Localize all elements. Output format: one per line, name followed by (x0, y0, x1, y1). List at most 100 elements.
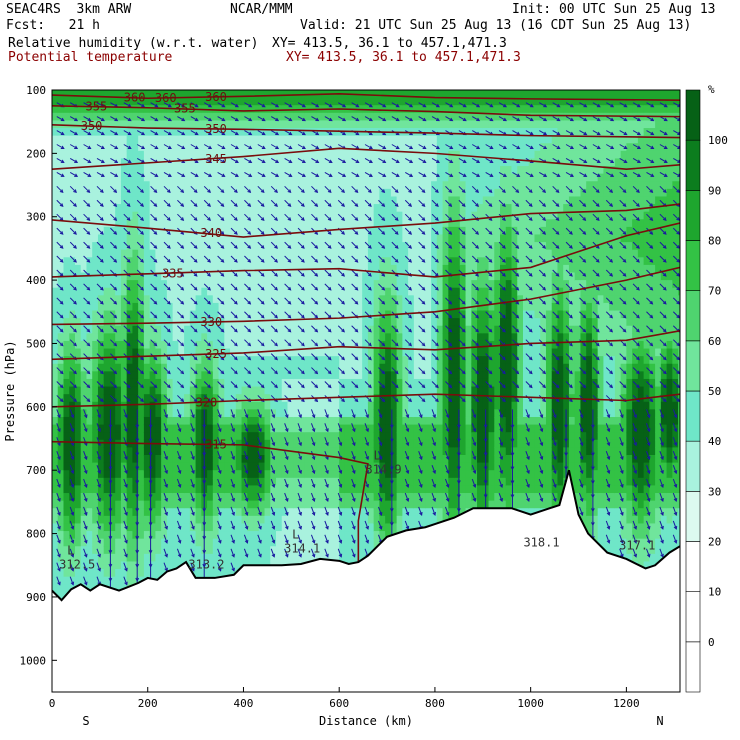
rh-cell (195, 409, 202, 418)
rh-cell (235, 432, 243, 441)
rh-cell (465, 158, 472, 167)
rh-cell (253, 340, 260, 350)
rh-cell (321, 553, 329, 563)
rh-cell (80, 500, 88, 509)
rh-cell (385, 97, 392, 106)
rh-cell (247, 272, 254, 281)
rh-cell (362, 500, 369, 509)
rh-cell (333, 257, 340, 266)
rh-cell (454, 318, 461, 327)
rh-cell (63, 249, 70, 258)
rh-cell (172, 242, 179, 251)
rh-cell (247, 356, 254, 365)
rh-cell (316, 363, 323, 372)
rh-cell (247, 196, 254, 205)
rh-cell (413, 90, 421, 99)
rh-cell (86, 508, 93, 517)
rh-cell (264, 462, 271, 471)
rh-cell (235, 531, 243, 540)
rh-cell (126, 105, 134, 114)
rh-cell (287, 310, 294, 319)
rh-cell (212, 97, 220, 106)
rh-cell (333, 546, 340, 555)
rh-cell (367, 515, 375, 525)
rh-cell (287, 302, 294, 312)
rh-cell (57, 363, 65, 372)
rh-cell (52, 105, 59, 114)
rh-cell (298, 234, 306, 243)
rh-cell (189, 90, 197, 99)
rh-cell (52, 188, 59, 198)
rh-cell (92, 508, 99, 517)
rh-cell (356, 378, 363, 388)
rh-cell (408, 462, 415, 471)
rh-cell (253, 173, 260, 182)
rh-cell (224, 340, 231, 350)
rh-cell (235, 561, 243, 570)
rh-cell (52, 302, 59, 312)
rh-cell (224, 394, 231, 403)
rh-cell (184, 333, 191, 342)
rh-cell (310, 371, 317, 380)
rh-cell (402, 173, 409, 182)
rh-cell (63, 150, 70, 160)
rh-cell (161, 135, 168, 144)
rh-cell (92, 356, 99, 365)
rh-cell (195, 120, 202, 129)
rh-cell (178, 508, 185, 517)
rh-cell (344, 325, 352, 334)
rh-cell (500, 90, 507, 99)
rh-cell (339, 356, 346, 365)
rh-cell (293, 386, 300, 395)
rh-cell (344, 188, 352, 198)
rh-cell (408, 135, 415, 144)
rh-cell (184, 500, 191, 509)
rh-cell (304, 424, 312, 433)
rh-cell (287, 97, 294, 106)
rh-cell (419, 302, 426, 312)
rh-cell (241, 378, 248, 388)
rh-cell (195, 204, 202, 213)
rh-cell (316, 143, 323, 152)
rh-cell (253, 493, 260, 502)
rh-cell (327, 538, 335, 547)
rh-cell (442, 158, 449, 167)
rh-cell (356, 485, 363, 494)
rh-cell (304, 340, 312, 350)
rh-cell (327, 318, 335, 327)
rh-cell (143, 318, 151, 327)
rh-cell (80, 378, 88, 388)
rh-cell (184, 295, 191, 304)
rh-cell (327, 432, 335, 441)
rh-cell (304, 219, 312, 228)
rh-cell (149, 173, 156, 182)
rh-cell (287, 166, 294, 175)
rh-cell (367, 196, 375, 205)
rh-cell (276, 401, 283, 410)
rh-cell (396, 394, 403, 403)
rh-cell (419, 318, 426, 327)
rh-cell (339, 553, 346, 563)
rh-cell (373, 386, 381, 395)
rh-cell (235, 219, 243, 228)
rh-cell (339, 135, 346, 144)
rh-cell (69, 97, 76, 106)
rh-cell (57, 348, 65, 357)
rh-cell (356, 439, 363, 448)
rh-cell (195, 561, 202, 570)
rh-cell (350, 356, 358, 365)
rh-cell (74, 455, 82, 464)
rh-cell (241, 234, 248, 243)
rh-cell (57, 424, 65, 433)
rh-cell (235, 181, 243, 190)
rh-cell (115, 493, 122, 502)
rh-cell (74, 378, 82, 388)
rh-cell (63, 105, 70, 114)
rh-cell (436, 280, 444, 289)
rh-cell (74, 439, 82, 448)
rh-cell (419, 416, 426, 426)
rh-cell (482, 264, 490, 274)
rh-cell (408, 500, 415, 509)
rh-cell (115, 439, 122, 448)
rh-cell (477, 287, 484, 296)
